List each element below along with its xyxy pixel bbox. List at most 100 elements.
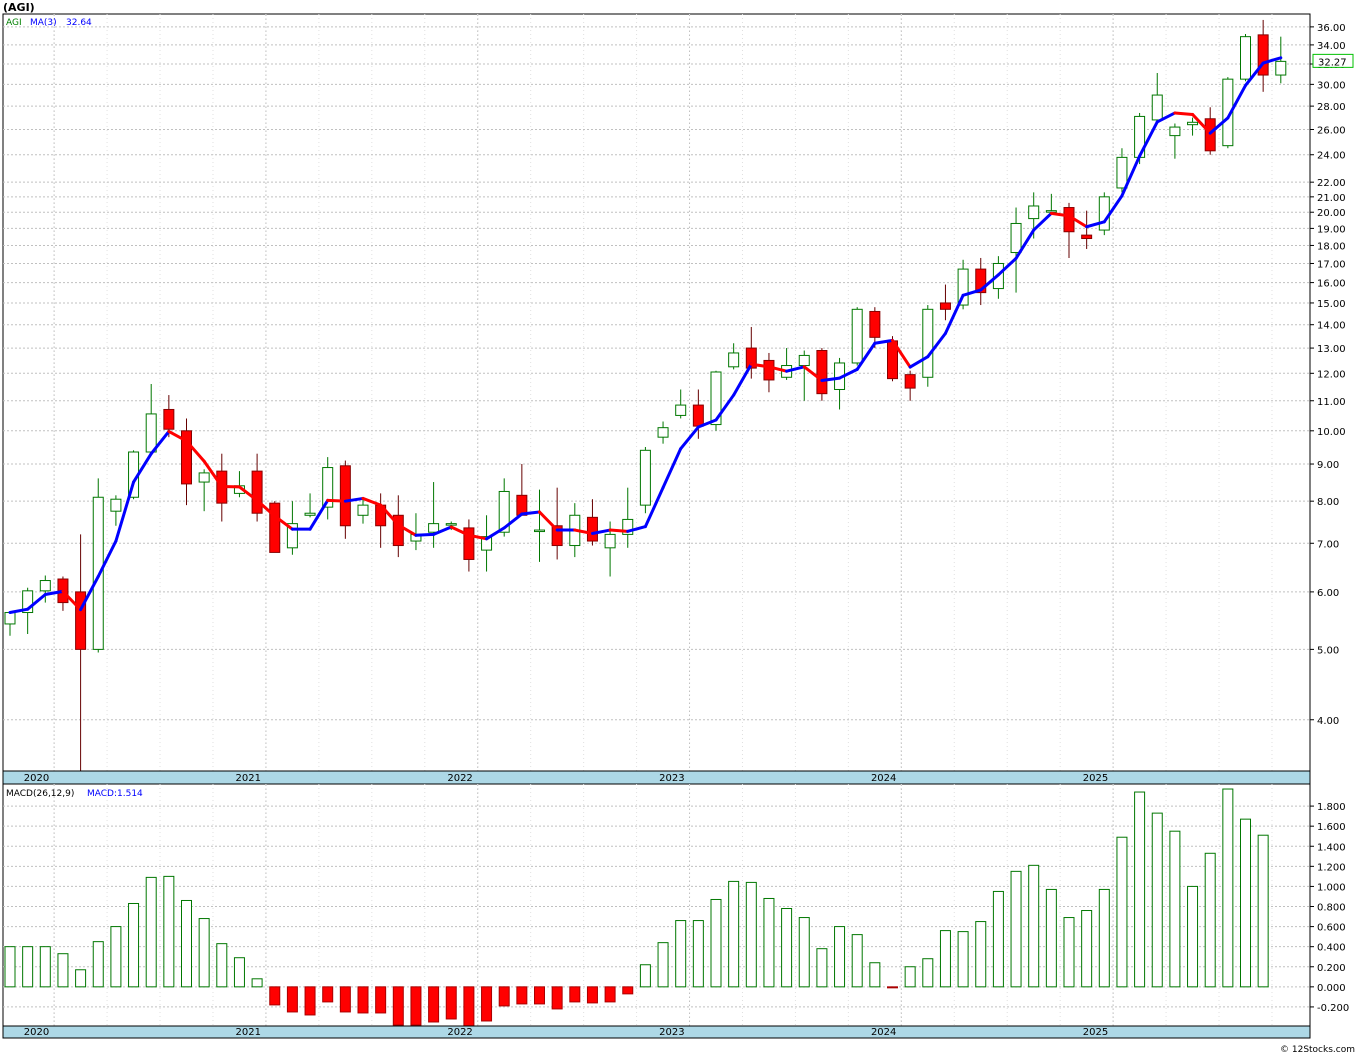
ma-segment	[396, 523, 418, 537]
ticker-legend: AGI	[6, 18, 22, 28]
price-axis-labels: 4.00 5.00 6.00 7.00 8.00 9.00 10.00 11.00 12.00 1…	[1310, 23, 1346, 727]
macd-bar	[110, 926, 122, 988]
macd-bar	[1081, 910, 1093, 988]
candle-body	[1240, 36, 1251, 80]
year-label: 2020	[24, 1027, 49, 1038]
candle-body	[269, 502, 281, 553]
ma-segment	[608, 528, 630, 533]
ma-segment	[926, 331, 947, 359]
ma-segment	[679, 425, 700, 451]
macd-bar	[463, 986, 475, 1028]
macd-bar	[834, 926, 846, 988]
macd-bar	[1134, 791, 1146, 988]
macd-bar	[1063, 917, 1075, 988]
macd-bar	[445, 986, 457, 1020]
ma-segment	[908, 355, 930, 369]
macd-bar	[604, 986, 616, 1003]
candle-body	[110, 498, 122, 512]
ma-segment	[891, 338, 912, 369]
ma-segment	[343, 496, 365, 503]
chart-title: (AGI)	[3, 1, 35, 14]
macd-bar	[622, 986, 634, 995]
year-label: 2025	[1083, 1027, 1108, 1038]
candle-body	[4, 612, 16, 625]
candle-body	[816, 350, 828, 395]
price-tick-label: 28.00	[1317, 102, 1346, 113]
price-tick-label: 26.00	[1317, 125, 1346, 136]
macd-bar	[745, 881, 757, 988]
candle-body	[428, 523, 440, 533]
ma-segment	[1102, 194, 1124, 224]
candle-body	[692, 404, 704, 427]
ma-segment	[573, 528, 594, 536]
candle-body	[1187, 121, 1199, 126]
year-label: 2022	[447, 773, 472, 784]
candle-body	[198, 472, 210, 483]
price-tick-label: 16.00	[1317, 279, 1346, 290]
ma-segment	[820, 376, 842, 382]
macd-bar	[798, 917, 810, 988]
candle-body	[1081, 234, 1093, 240]
macd-legend-label: MACD(26,12,9)	[6, 789, 74, 799]
year-label: 2022	[447, 1027, 472, 1038]
ma-segment	[1138, 120, 1159, 158]
macd-bar	[339, 986, 351, 1013]
macd-bar	[39, 946, 51, 988]
macd-bar	[569, 986, 581, 1003]
candle-body	[675, 404, 687, 416]
macd-bar	[922, 958, 934, 988]
ma-segment	[43, 589, 65, 597]
macd-panel: -0.200 0.000 0.200 0.400 0.600 0.800 1.000 1.20…	[2, 783, 1349, 1028]
candle-body	[1116, 156, 1128, 189]
candle-body	[851, 308, 863, 364]
macd-bar	[375, 986, 387, 1014]
macd-bar	[1240, 818, 1251, 988]
macd-bar	[128, 902, 140, 988]
macd-bar	[57, 953, 69, 988]
candle-body	[939, 302, 951, 310]
ma-segment	[432, 525, 453, 536]
price-tick-label: 15.00	[1317, 299, 1346, 310]
macd-histogram	[4, 788, 1269, 1028]
candle-body	[163, 408, 175, 430]
watermark: © 12Stocks.com	[1280, 1045, 1355, 1055]
macd-tick-label: 1.400	[1317, 842, 1346, 853]
price-tick-label: 22.00	[1317, 178, 1346, 189]
ma-segment	[1085, 220, 1106, 229]
ma-segment	[838, 367, 859, 380]
ma-segment	[467, 533, 489, 541]
ma-segment	[61, 589, 83, 612]
ma-segment	[732, 362, 753, 397]
macd-bar	[534, 986, 545, 1005]
macd-bar	[1098, 888, 1110, 988]
candle-body	[798, 354, 810, 367]
macd-bar	[1010, 870, 1022, 988]
candle-body	[763, 359, 775, 381]
price-tick-label: 36.00	[1317, 23, 1346, 34]
ma-segment	[661, 447, 683, 490]
last-price-box: 32.27	[1312, 53, 1354, 68]
price-tick-label: 11.00	[1317, 397, 1346, 408]
candle-body	[1257, 34, 1269, 76]
ma-segment	[1261, 56, 1283, 65]
candle-body	[639, 449, 651, 506]
macd-bar	[869, 962, 881, 988]
macd-bar	[198, 918, 210, 988]
candle-body	[251, 470, 263, 514]
ma-segment	[1226, 83, 1247, 120]
ma-segment	[1014, 228, 1036, 260]
price-tick-label: 24.00	[1317, 151, 1346, 162]
macd-bar	[410, 986, 422, 1026]
macd-bar	[1222, 788, 1234, 988]
candle-body	[534, 529, 545, 533]
candle-body	[1151, 94, 1163, 121]
macd-bar	[428, 986, 440, 1023]
macd-bar	[586, 986, 598, 1004]
macd-bar	[639, 964, 651, 988]
macd-bar	[1045, 888, 1057, 988]
ma-segment	[802, 365, 824, 382]
macd-bar	[269, 986, 281, 1006]
macd-bar	[392, 986, 404, 1026]
ma-segment	[485, 526, 506, 541]
